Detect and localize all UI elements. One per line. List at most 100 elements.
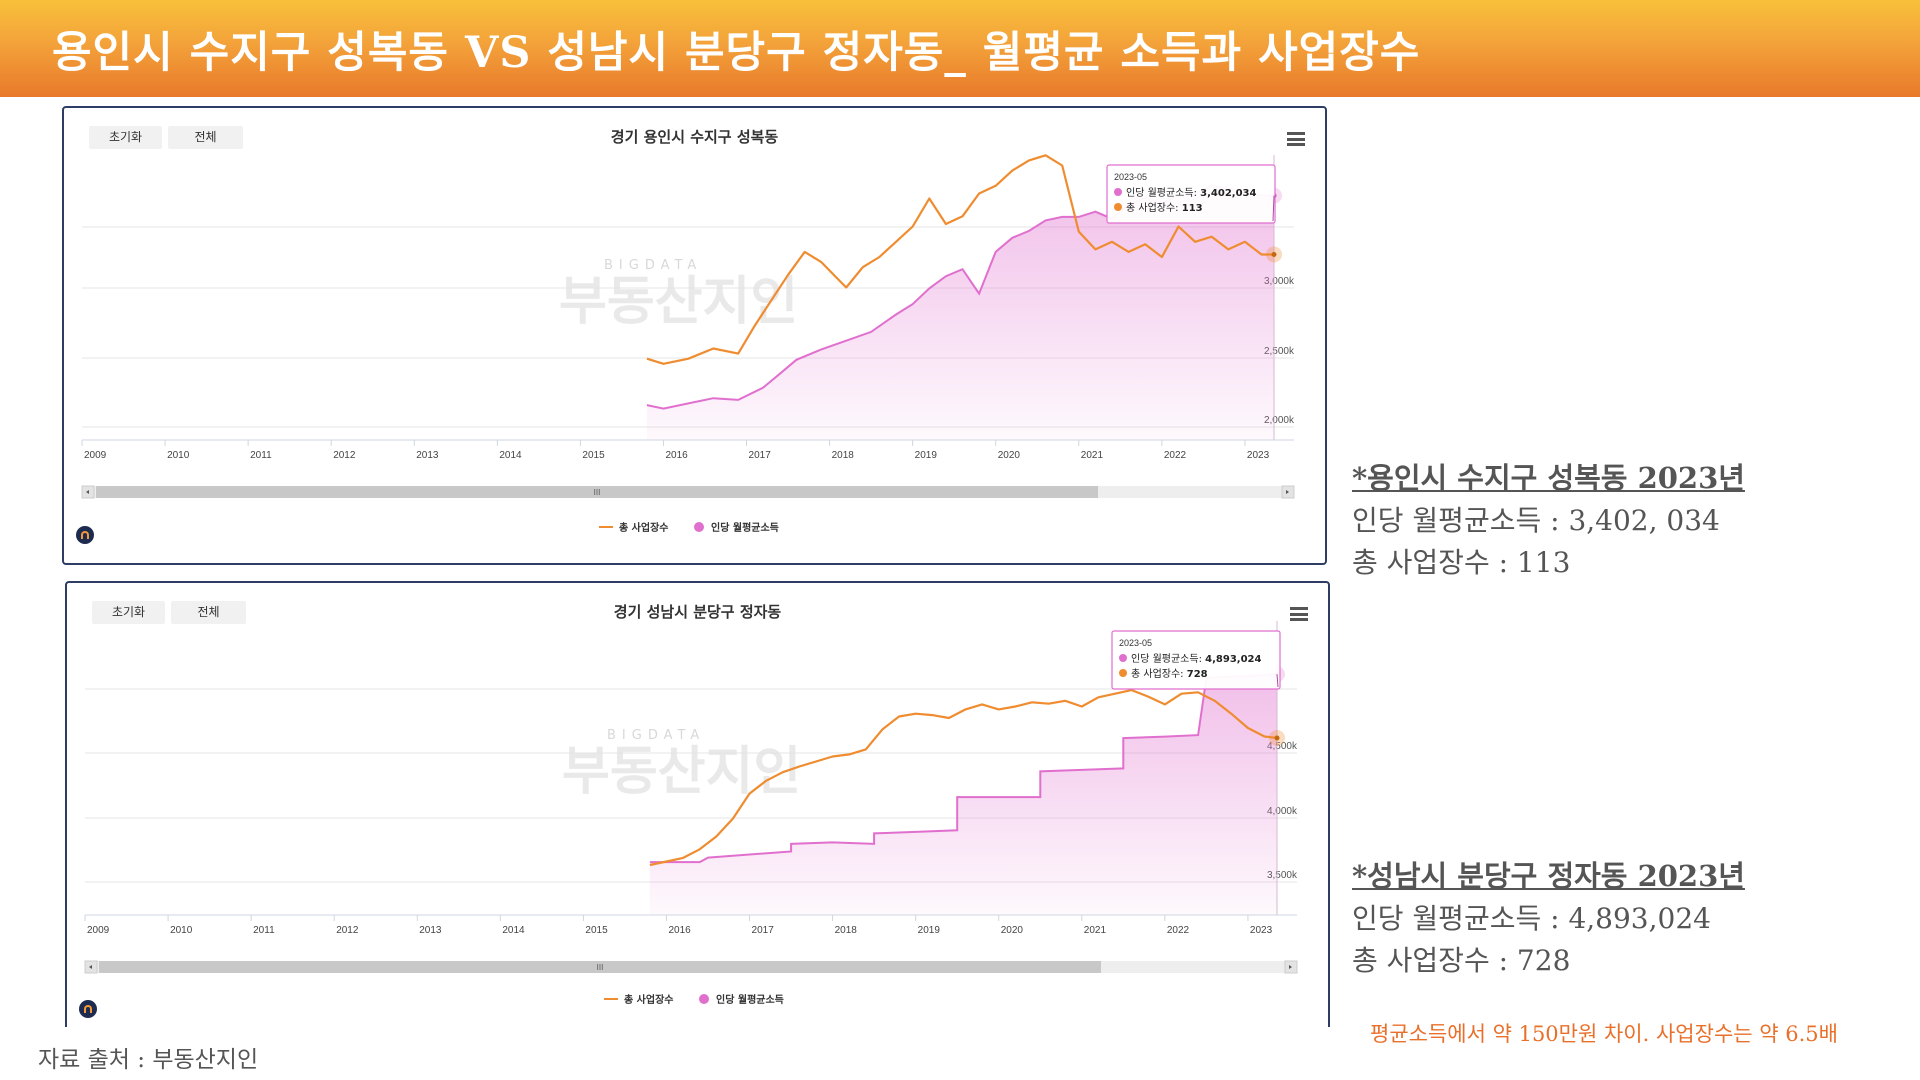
tooltip-pointer [1272,195,1275,222]
x-tick-label: 2016 [665,450,688,461]
summary-business: 총 사업장수 : 113 [1352,546,1571,579]
tooltip-income-value: 4,893,024 [1205,654,1261,665]
all-range-button[interactable]: 전체 [168,126,243,149]
summary-income: 인당 월평균소득 : 4,893,024 [1352,902,1711,935]
tooltip-income-dot [1114,188,1122,196]
x-tick-label: 2011 [253,925,275,936]
tooltip-box [1111,630,1281,690]
x-tick-label: 2014 [499,450,522,461]
tooltip-business-dot [1114,203,1122,211]
business-hover-marker [1274,735,1280,741]
brand-logo-icon [79,1000,97,1018]
legend-income-label: 인당 월평균소득 [716,993,784,1006]
business-series-line [649,689,1278,867]
legend-income-swatch [694,522,704,532]
x-tick-label: 2015 [582,450,605,461]
title-bar: 용인시 수지구 성복동 VS 성남시 분당구 정자동_ 월평균 소득과 사업장수 [0,0,1920,97]
chevron-left-icon [89,965,92,969]
watermark-logo: 부동산지인 [562,742,801,802]
hamburger-menu-icon[interactable] [1287,132,1305,146]
chart-panel-jeongja: 초기화 전체 경기 성남시 분당구 정자동 3,500k 4,000k 4,500k… [65,581,1330,1027]
business-series-line [646,154,1274,365]
reset-button[interactable]: 초기화 [92,601,165,624]
x-tick-label: 2014 [502,925,525,936]
summary-heading: *성남시 분당구 정자동 2023년 [1352,859,1745,893]
summary-jeongja: *성남시 분당구 정자동 2023년 인당 월평균소득 : 4,893,024 … [1352,853,1745,979]
tooltip-business-value: 728 [1187,669,1208,680]
summary-business: 총 사업장수 : 728 [1352,944,1571,977]
chart-title: 경기 성남시 분당구 정자동 [613,603,782,621]
legend-income-label: 인당 월평균소득 [711,521,779,534]
x-tick-label: 2012 [333,450,356,461]
x-tick-label: 2020 [1001,925,1024,936]
x-tick-label: 2017 [752,925,775,936]
tooltip-pointer [1276,674,1279,688]
all-range-button[interactable]: 전체 [171,601,246,624]
tooltip-box [1106,164,1276,224]
source-credit: 자료 출처 : 부동산지인 [38,1047,259,1073]
chart-title: 경기 용인시 수지구 성복동 [610,128,779,146]
chevron-right-icon [1286,490,1289,494]
y-tick-label: 4,000k [1267,806,1298,817]
chart-panel-seongbok: 초기화 전체 경기 용인시 수지구 성복동 2,000k 2,500k 3,000k… [62,106,1327,565]
tooltip-business-value: 113 [1182,203,1203,214]
x-tick-label: 2017 [749,450,772,461]
scrollbar-thumb [96,486,1098,498]
tooltip-income-dot [1119,654,1127,662]
tooltip-business-label: 총 사업장수: 113 [1126,201,1203,214]
tooltip-income-label: 인당 월평균소득: 3,402,034 [1126,187,1256,199]
x-tick-label: 2018 [835,925,858,936]
x-tick-label: 2023 [1247,450,1270,461]
x-tick-label: 2010 [167,450,190,461]
x-tick-label: 2016 [668,925,691,936]
income-area-fill [646,185,1274,440]
x-tick-label: 2019 [915,450,938,461]
income-series-line [649,673,1278,864]
brand-logo-icon [76,526,94,544]
y-tick-label: 3,500k [1267,870,1298,881]
scrollbar-thumb [99,961,1101,973]
hamburger-menu-icon[interactable] [1290,607,1308,621]
x-tick-label: 2020 [998,450,1021,461]
y-tick-label: 4,500k [1267,741,1298,752]
tooltip-business-label: 총 사업장수: 728 [1131,667,1208,680]
comparison-note: 평균소득에서 약 150만원 차이. 사업장수는 약 6.5배 [1370,1022,1838,1046]
income-area-fill [649,674,1277,915]
chevron-right-icon [1289,965,1292,969]
reset-button[interactable]: 초기화 [89,126,162,149]
y-tick-label: 3,000k [1264,276,1295,287]
x-tick-label: 2010 [170,925,193,936]
x-tick-label: 2018 [832,450,855,461]
page-title: 용인시 수지구 성복동 VS 성남시 분당구 정자동_ 월평균 소득과 사업장수 [52,28,1421,78]
business-hover-marker [1271,251,1277,257]
watermark-logo: 부동산지인 [559,272,798,332]
summary-income: 인당 월평균소득 : 3,402, 034 [1352,504,1720,537]
x-tick-label: 2019 [918,925,941,936]
x-tick-label: 2009 [87,925,110,936]
x-tick-label: 2011 [250,450,272,461]
tooltip-date: 2023-05 [1119,638,1152,648]
x-tick-label: 2022 [1164,450,1187,461]
y-tick-label: 2,000k [1264,415,1295,426]
summary-seongbok: *용인시 수지구 성복동 2023년 인당 월평균소득 : 3,402, 034… [1352,455,1745,581]
tooltip-date: 2023-05 [1114,172,1147,182]
tooltip-income-label: 인당 월평균소득: 4,893,024 [1131,653,1261,665]
x-tick-label: 2015 [585,925,608,936]
watermark-tagline: BIGDATA [604,258,702,273]
tooltip-business-dot [1119,669,1127,677]
legend-business-label: 총 사업장수 [619,521,668,534]
x-tick-label: 2009 [84,450,107,461]
x-tick-label: 2013 [419,925,442,936]
watermark-tagline: BIGDATA [607,728,705,743]
x-tick-label: 2021 [1084,925,1107,936]
scrollbar-grip: III [594,488,601,497]
legend-business-label: 총 사업장수 [624,993,673,1006]
tooltip-income-value: 3,402,034 [1200,188,1256,199]
chevron-left-icon [86,490,89,494]
scrollbar-grip: III [597,963,604,972]
y-tick-label: 2,500k [1264,346,1295,357]
legend-income-swatch [699,994,709,1004]
x-tick-label: 2022 [1167,925,1190,936]
